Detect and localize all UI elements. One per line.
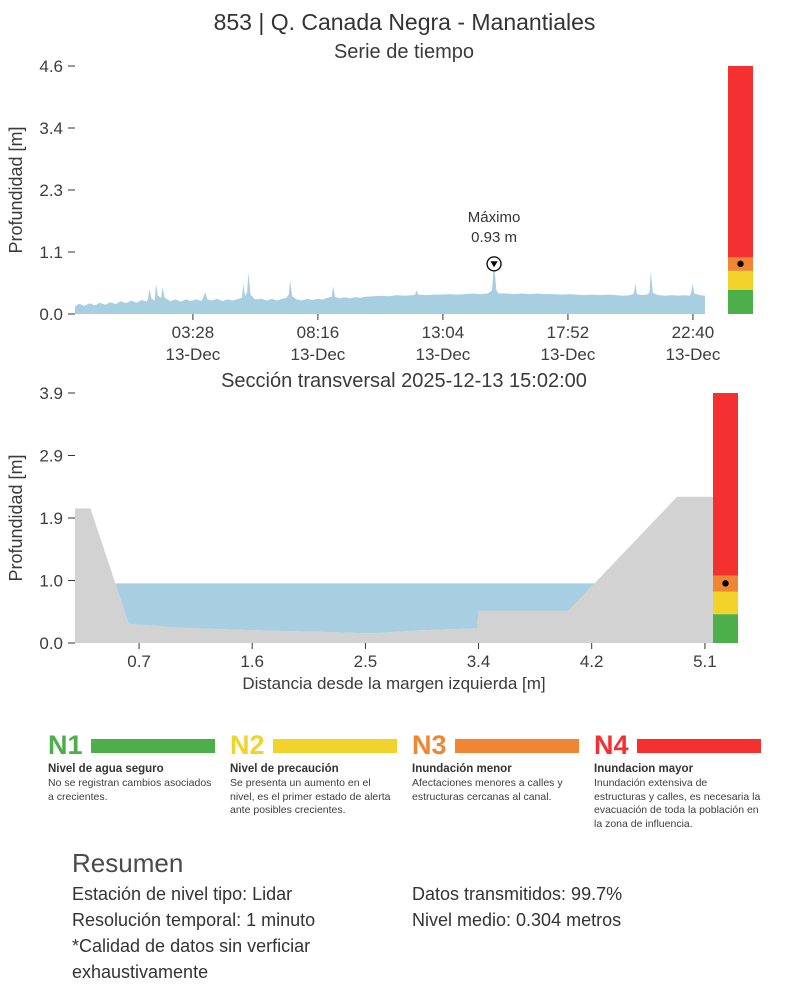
legend-swatch-n2 [272,738,397,753]
svg-text:13-Dec: 13-Dec [541,345,596,364]
svg-text:Sección transversal 2025-12-13: Sección transversal 2025-12-13 15:02:00 [221,371,587,392]
current-level-dot [737,260,744,268]
water-level-area [75,263,705,314]
svg-text:13:04: 13:04 [422,323,465,342]
svg-text:4.6: 4.6 [39,57,63,76]
legend-swatch-n1 [90,738,215,753]
svg-text:1.1: 1.1 [39,243,63,262]
legend-code-n4: N4 [594,730,629,760]
legend-code-n3: N3 [412,730,447,760]
svg-text:2.9: 2.9 [39,447,63,466]
y-axis: 0.0 1.1 2.3 3.4 4.6 [39,57,75,324]
time-series-chart: Serie de tiempo Profundidad [m] 0.0 1.1 2.3 3… [6,41,753,364]
legend-item-n2: N2 Nivel de precaución Se presenta un au… [230,732,397,832]
svg-text:Distancia desde la margen izqu: Distancia desde la margen izquierda [m] [242,674,545,693]
max-annotation: Máximo 0.93 m [468,209,521,272]
legend-swatch-n3 [454,738,579,753]
legend-item-n1: N1 Nivel de agua seguro No se registran … [48,732,215,832]
svg-text:13-Dec: 13-Dec [416,345,471,364]
summary-section: Resumen Estación de nivel tipo: Lidar Re… [0,832,809,985]
svg-text:3.4: 3.4 [467,652,491,671]
page-title: 853 | Q. Canada Negra - Manantiales [213,9,596,35]
svg-text:5.1: 5.1 [693,652,717,671]
x-axis: 03:28 13-Dec 08:16 13-Dec 13:04 13-Dec 17:52 13… [165,314,721,364]
svg-text:3.9: 3.9 [39,384,63,403]
summary-temporal-resolution: Resolución temporal: 1 minuto [72,909,316,930]
svg-text:Profundidad [m]: Profundidad [m] [6,126,26,253]
legend-desc-n1: No se registran cambios asociados a crec… [48,777,212,803]
svg-text:1.9: 1.9 [39,509,63,528]
svg-text:13-Dec: 13-Dec [291,345,346,364]
svg-text:0.0: 0.0 [39,634,63,653]
summary-station-type: Estación de nivel tipo: Lidar [72,883,293,904]
x-axis: 0.7 1.6 2.5 3.4 4.2 5.1 [127,643,717,671]
svg-text:03:28: 03:28 [172,323,215,342]
svg-text:13-Dec: 13-Dec [165,345,220,364]
current-level-dot [722,580,729,587]
legend-code-n2: N2 [230,730,265,760]
alert-level-legend: N1 Nivel de agua seguro No se registran … [0,706,809,832]
legend-code-n1: N1 [48,730,83,760]
legend-desc-n4: Inundación extensiva de estructuras y ca… [594,777,761,830]
svg-text:08:16: 08:16 [297,323,340,342]
channel-terrain [75,496,713,643]
svg-text:0.93 m: 0.93 m [471,229,517,246]
summary-data-transmitted: Datos transmitidos: 99.7% [412,883,623,904]
svg-text:1.6: 1.6 [240,652,264,671]
svg-text:22:40: 22:40 [672,323,715,342]
svg-text:0.7: 0.7 [127,652,151,671]
svg-text:3.4: 3.4 [39,119,63,138]
svg-text:4.2: 4.2 [580,652,604,671]
svg-text:Máximo: Máximo [468,209,521,226]
svg-text:1.0: 1.0 [39,572,63,591]
legend-swatch-n4 [636,738,761,753]
svg-text:13-Dec: 13-Dec [666,345,721,364]
svg-text:0.0: 0.0 [39,305,63,324]
svg-text:Serie de tiempo: Serie de tiempo [334,41,474,63]
legend-title-n4: Inundacion mayor [594,763,694,775]
legend-item-n4: N4 Inundacion mayor Inundación extensiva… [594,732,761,832]
svg-text:17:52: 17:52 [547,323,590,342]
water-fill [115,583,595,634]
cross-section-chart: Sección transversal 2025-12-13 15:02:00 P… [6,370,738,693]
legend-item-n3: N3 Inundación menor Afectaciones menores… [412,732,579,832]
svg-text:2.3: 2.3 [39,181,63,200]
legend-desc-n2: Se presenta un aumento en el nivel, es e… [230,777,391,817]
y-axis: 0.0 1.0 1.9 2.9 3.9 [39,384,75,653]
legend-title-n2: Nivel de precaución [230,763,339,775]
summary-title: Resumen [72,847,184,878]
legend-title-n3: Inundación menor [412,763,512,775]
threshold-bar [713,393,738,643]
threshold-bar [728,66,753,314]
svg-text:Profundidad [m]: Profundidad [m] [6,454,26,581]
svg-text:2.5: 2.5 [354,652,378,671]
legend-desc-n3: Afectaciones menores a calles y estructu… [412,777,563,803]
summary-data-quality-note: *Calidad de datos sin verficiar exhausti… [72,935,311,982]
summary-mean-level: Nivel medio: 0.304 metros [412,909,622,930]
legend-title-n1: Nivel de agua seguro [48,763,164,775]
